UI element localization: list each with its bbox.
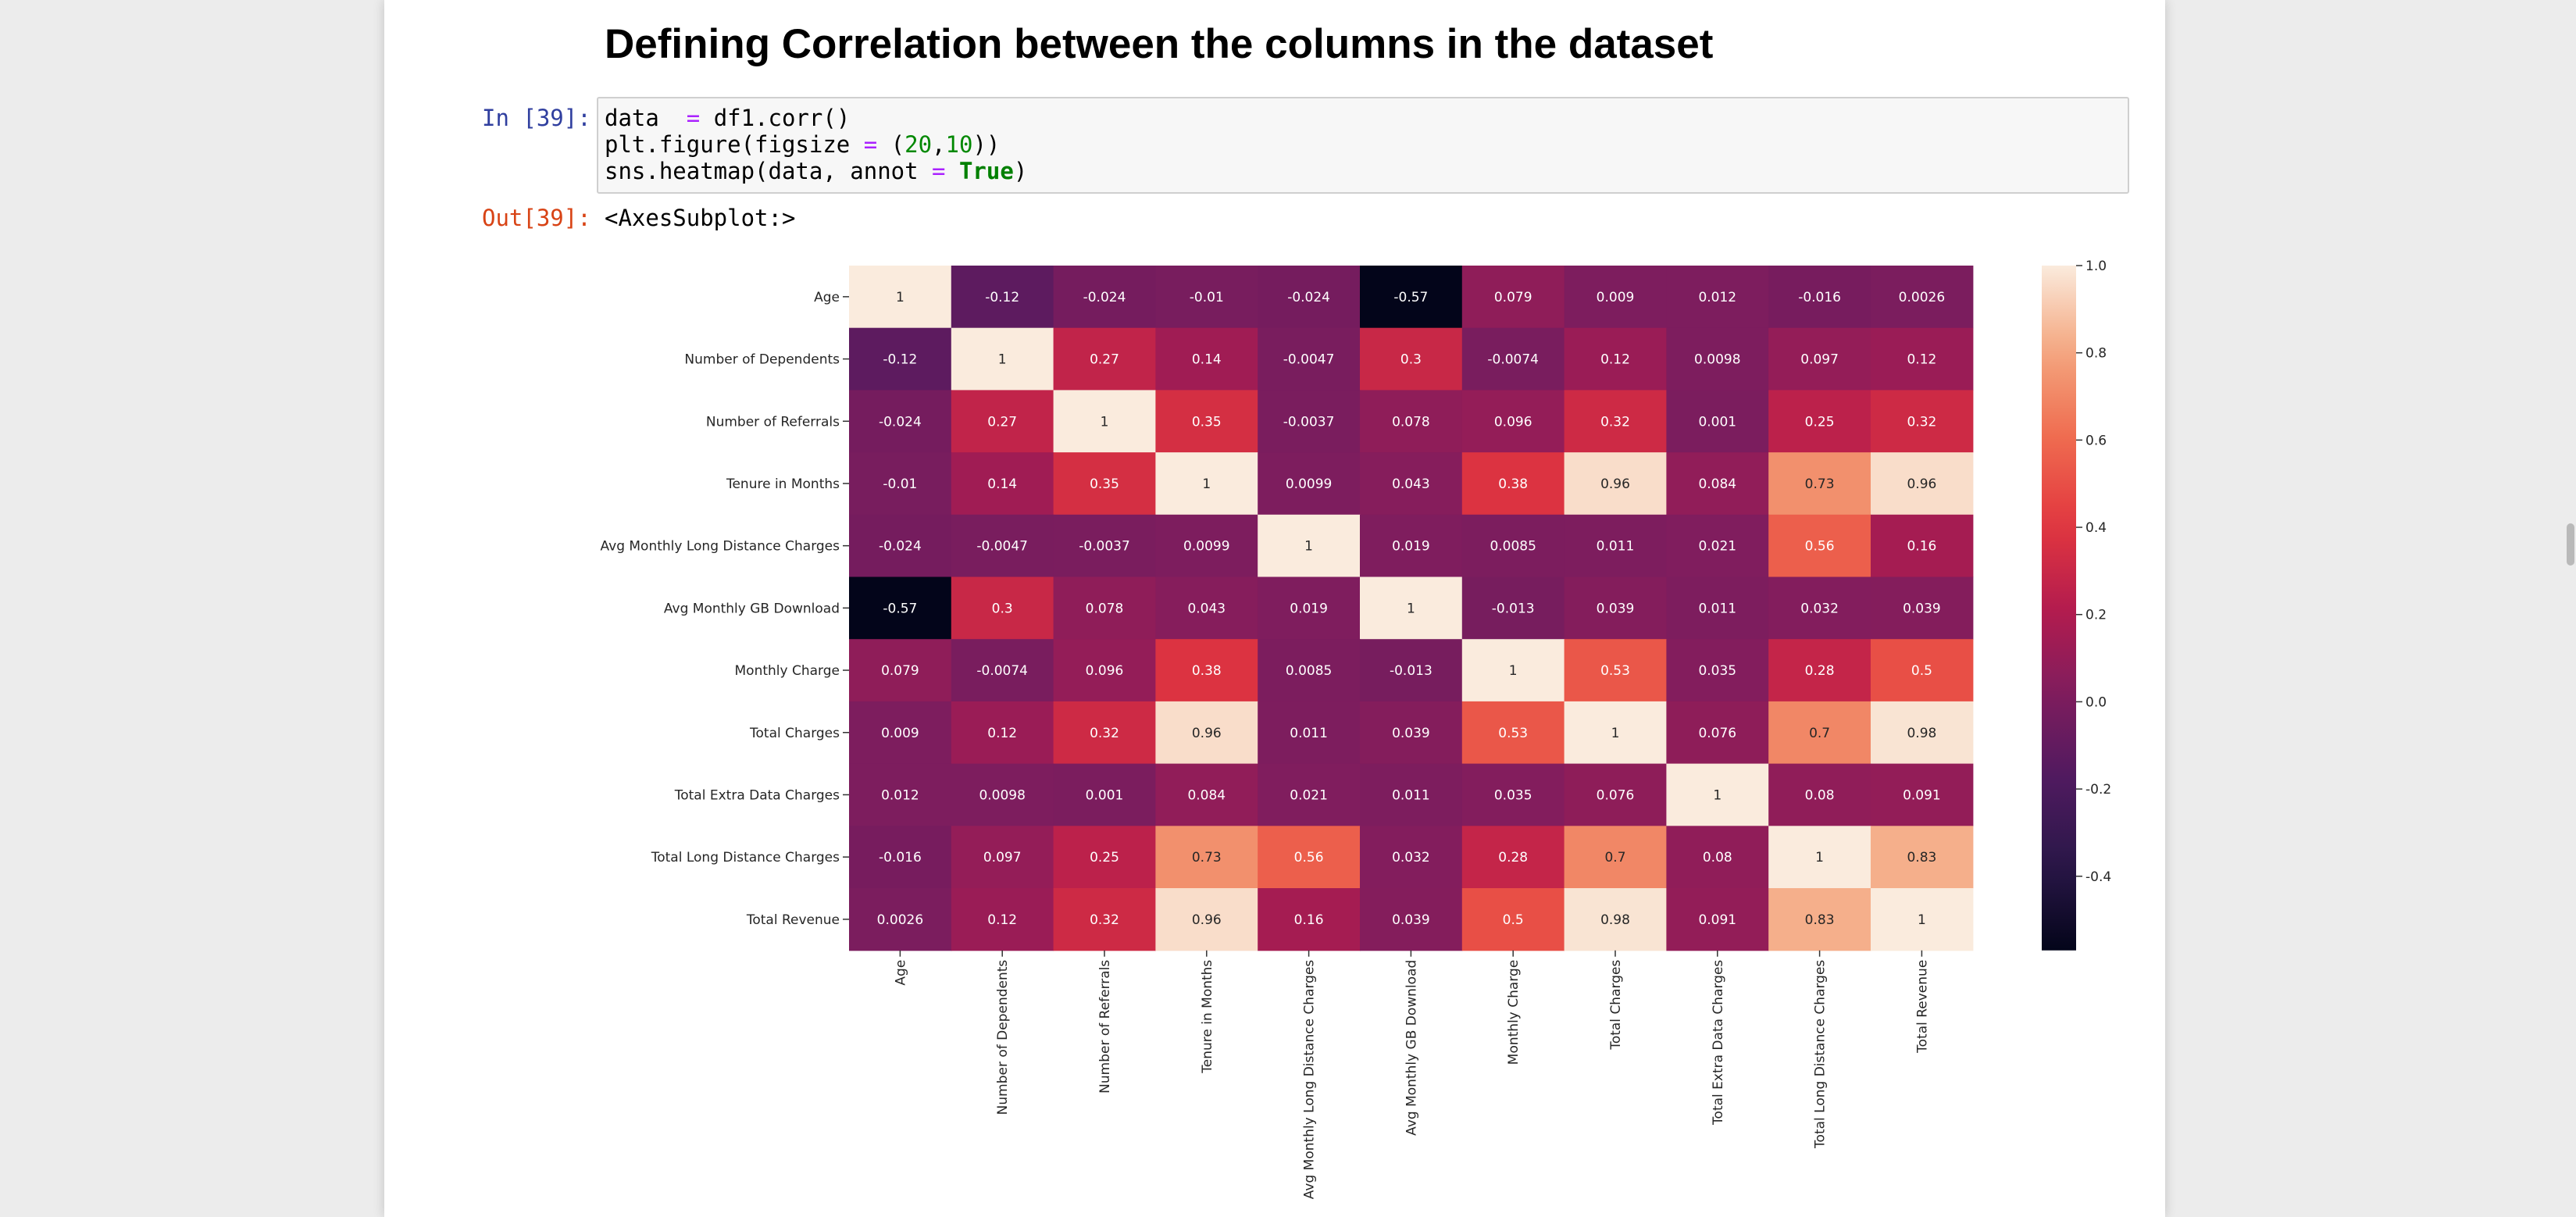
scrollbar-track[interactable] [2565,0,2576,1217]
scrollbar-thumb[interactable] [2567,523,2574,566]
code-cell-editor[interactable]: data = df1.corr() plt.figure(figsize = (2… [597,97,2129,194]
code-token: = [686,105,701,131]
output-prompt: Out[39]: [482,205,591,231]
code-token: ) [1013,158,1028,184]
section-heading: Defining Correlation between the columns… [605,21,1714,67]
code-token: data [605,105,687,131]
input-prompt: In [39]: [482,105,591,131]
code-token: ( [877,131,905,158]
code-line: sns.heatmap(data, annot = True) [605,158,2121,184]
output-text: <AxesSubplot:> [605,205,796,231]
code-token: , [932,131,946,158]
code-token: True [958,158,1014,184]
code-line: data = df1.corr() [605,105,2121,131]
code-token: 20 [904,131,933,158]
code-token [946,158,959,184]
code-token: )) [972,131,1001,158]
code-token: 10 [945,131,973,158]
code-line: plt.figure(figsize = (20,10)) [605,131,2121,158]
code-token: sns.heatmap(data, annot [605,158,933,184]
code-token: = [863,131,878,158]
code-token: plt.figure(figsize [605,131,864,158]
code-token: df1.corr() [700,105,851,131]
code-token: = [932,158,946,184]
